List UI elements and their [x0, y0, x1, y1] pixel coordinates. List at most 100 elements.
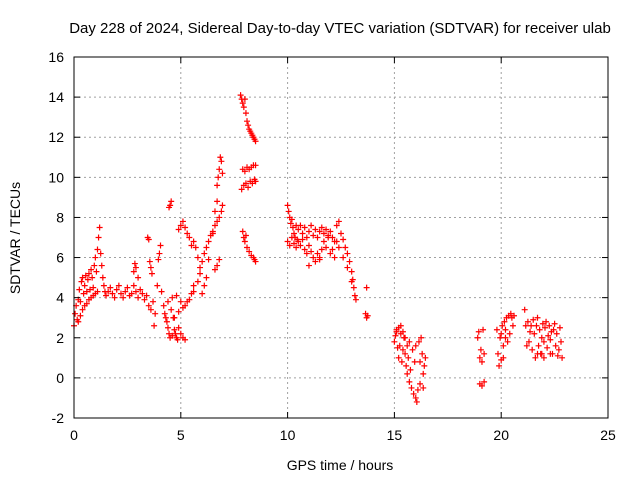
y-tick-label: -2: [52, 410, 65, 426]
data-point: [241, 238, 248, 245]
data-point: [182, 336, 189, 343]
data-point: [340, 236, 347, 243]
y-tick-label: 2: [56, 330, 64, 346]
data-point: [171, 314, 178, 321]
data-point: [76, 286, 83, 293]
data-point: [173, 292, 180, 299]
data-point: [179, 304, 186, 311]
data-point: [350, 284, 357, 291]
y-tick-label: 8: [56, 209, 64, 225]
data-point: [323, 244, 330, 251]
data-point: [135, 294, 142, 301]
data-point: [92, 254, 99, 261]
data-point: [420, 384, 427, 391]
data-point: [175, 226, 182, 233]
data-point: [544, 344, 551, 351]
data-point: [316, 228, 323, 235]
data-point: [237, 92, 244, 99]
data-point: [524, 318, 531, 325]
data-point: [521, 306, 528, 313]
data-point: [135, 274, 142, 281]
data-point: [175, 324, 182, 331]
data-point: [205, 256, 212, 263]
data-point: [543, 318, 550, 325]
data-point: [77, 312, 84, 319]
y-axis-label: SDTVAR / TECUs: [7, 182, 23, 294]
data-point: [242, 110, 249, 117]
data-point: [500, 354, 507, 361]
grid-lines: [74, 57, 608, 418]
data-point: [157, 242, 164, 249]
data-point: [162, 314, 169, 321]
data-point: [287, 220, 294, 227]
x-tick-label: 25: [600, 427, 616, 443]
data-point: [420, 370, 427, 377]
data-point: [406, 338, 413, 345]
data-point: [530, 316, 537, 323]
data-point: [168, 198, 175, 205]
data-point: [164, 298, 171, 305]
data-point: [312, 258, 319, 265]
data-point: [87, 286, 94, 293]
data-point: [397, 322, 404, 329]
data-point: [217, 154, 224, 161]
data-point: [249, 180, 256, 187]
data-point: [481, 378, 488, 385]
data-point: [480, 326, 487, 333]
data-point: [398, 358, 405, 365]
data-point: [422, 354, 429, 361]
data-point: [305, 262, 312, 269]
data-point: [547, 336, 554, 343]
data-point: [82, 272, 89, 279]
data-point: [100, 282, 107, 289]
data-point: [474, 334, 481, 341]
data-point: [91, 262, 98, 269]
data-point: [85, 270, 92, 277]
data-point: [493, 326, 500, 333]
data-point: [412, 394, 419, 401]
data-point: [295, 238, 302, 245]
data-point: [363, 284, 370, 291]
data-point: [504, 338, 511, 345]
data-point: [120, 294, 127, 301]
data-point: [497, 334, 504, 341]
data-point: [411, 358, 418, 365]
data-point: [284, 202, 291, 209]
data-point: [293, 244, 300, 251]
data-point: [245, 184, 252, 191]
data-point: [364, 312, 371, 319]
data-point: [301, 246, 308, 253]
data-point: [502, 326, 509, 333]
data-point: [539, 320, 546, 327]
data-point: [241, 168, 248, 175]
plot-frame: [73, 56, 609, 419]
data-point: [327, 250, 334, 257]
data-point: [318, 224, 325, 231]
data-point: [415, 338, 422, 345]
data-point: [150, 298, 157, 305]
data-point: [396, 342, 403, 349]
data-point: [214, 262, 221, 269]
data-point: [190, 282, 197, 289]
data-point: [94, 288, 101, 295]
data-point: [407, 366, 414, 373]
data-point: [177, 330, 184, 337]
data-point: [286, 242, 293, 249]
data-point: [174, 336, 181, 343]
data-point: [301, 224, 308, 231]
data-point: [81, 282, 88, 289]
data-point: [96, 224, 103, 231]
data-point: [132, 264, 139, 271]
data-point: [244, 118, 251, 125]
data-point: [117, 290, 124, 297]
data-point: [553, 330, 560, 337]
data-point: [320, 230, 327, 237]
data-point: [421, 362, 428, 369]
data-point: [540, 338, 547, 345]
data-point: [184, 298, 191, 305]
data-point: [413, 398, 420, 405]
data-point: [417, 380, 424, 387]
x-axis-label: GPS time / hours: [287, 457, 394, 473]
data-point: [215, 174, 222, 181]
data-point: [160, 302, 167, 309]
